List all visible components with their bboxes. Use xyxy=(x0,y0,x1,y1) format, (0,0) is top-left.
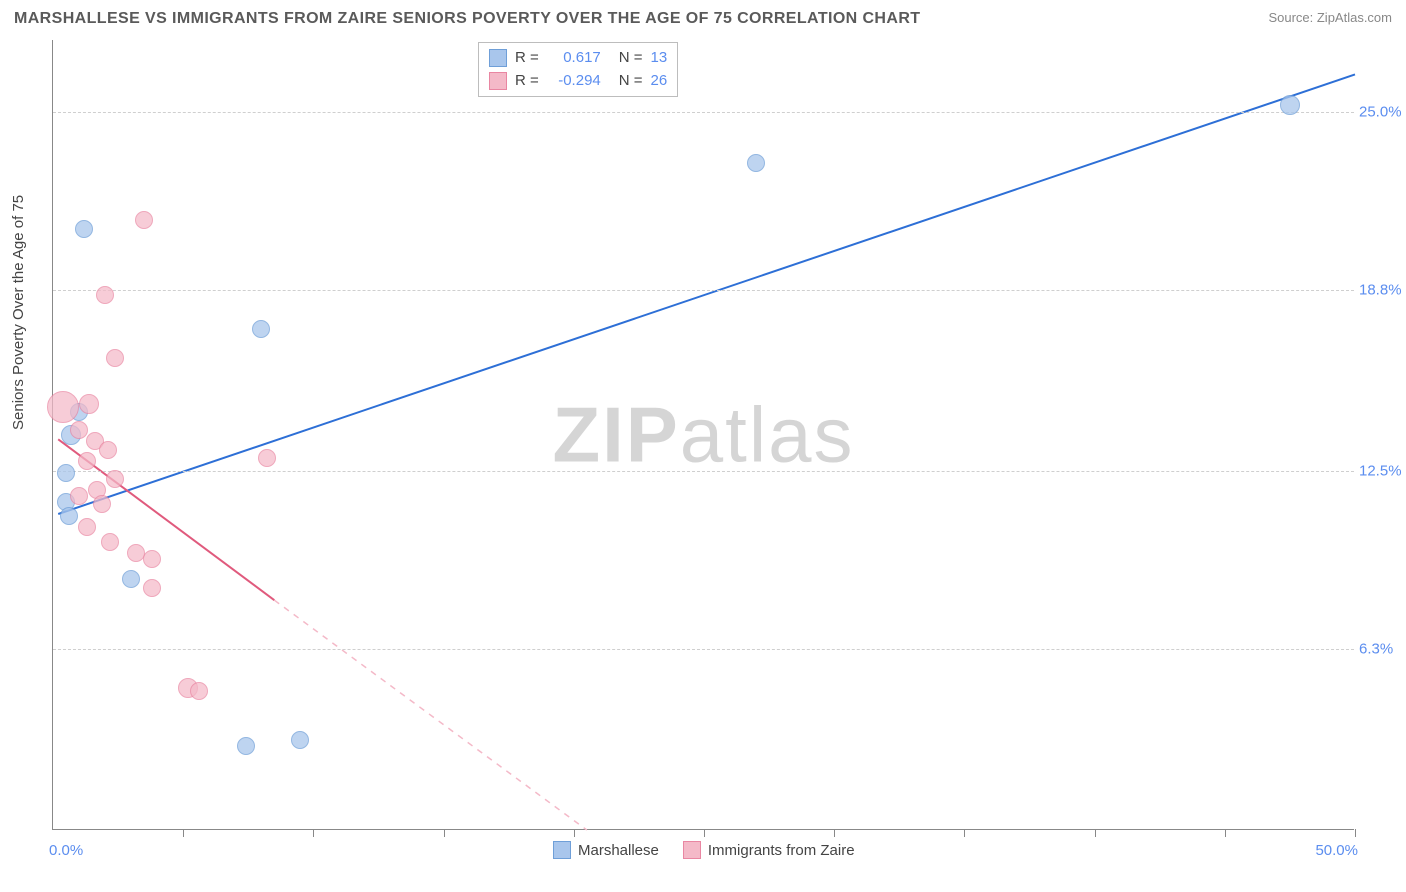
trend-line xyxy=(274,600,586,830)
chart-plot-area: ZIPatlas R =0.617N =13R =-0.294N =26 Mar… xyxy=(52,40,1354,830)
gridline xyxy=(53,471,1354,472)
y-tick-label: 25.0% xyxy=(1359,103,1406,120)
x-tick xyxy=(313,829,314,837)
trend-line xyxy=(58,74,1355,514)
x-tick xyxy=(834,829,835,837)
data-point xyxy=(1280,95,1300,115)
data-point xyxy=(78,518,96,536)
correlation-stats-legend: R = 0.617 N = 13 R = -0.294 N = 26 xyxy=(478,42,678,97)
legend-item: Marshallese xyxy=(553,841,659,859)
chart-title: MARSHALLESE VS IMMIGRANTS FROM ZAIRE SEN… xyxy=(14,10,920,28)
data-point xyxy=(252,320,270,338)
x-tick xyxy=(1225,829,1226,837)
source-attribution: Source: ZipAtlas.com xyxy=(1268,10,1392,25)
data-point xyxy=(135,211,153,229)
data-point xyxy=(190,682,208,700)
data-point xyxy=(237,737,255,755)
stats-row: R = -0.294 N = 26 xyxy=(489,70,667,93)
x-tick xyxy=(964,829,965,837)
data-point xyxy=(106,470,124,488)
gridline xyxy=(53,649,1354,650)
x-tick xyxy=(1095,829,1096,837)
chart-header: MARSHALLESE VS IMMIGRANTS FROM ZAIRE SEN… xyxy=(0,0,1406,40)
legend-swatch xyxy=(489,72,507,90)
x-axis-max-label: 50.0% xyxy=(1315,842,1358,859)
stat-n-label: N = xyxy=(619,47,643,70)
gridline xyxy=(53,290,1354,291)
x-tick xyxy=(444,829,445,837)
legend-item: Immigrants from Zaire xyxy=(683,841,855,859)
stats-row: R = 0.617 N = 13 xyxy=(489,47,667,70)
source-link[interactable]: ZipAtlas.com xyxy=(1317,10,1392,25)
data-point xyxy=(70,487,88,505)
stat-r-value: 0.617 xyxy=(547,47,601,70)
legend-swatch xyxy=(553,841,571,859)
x-tick xyxy=(1355,829,1356,837)
data-point xyxy=(143,550,161,568)
data-point xyxy=(60,507,78,525)
data-point xyxy=(93,495,111,513)
data-point xyxy=(75,220,93,238)
stat-r-label: R = xyxy=(515,70,539,93)
data-point xyxy=(96,286,114,304)
source-prefix: Source: xyxy=(1268,10,1316,25)
stat-n-value: 26 xyxy=(651,70,668,93)
legend-label: Immigrants from Zaire xyxy=(708,842,855,859)
gridline xyxy=(53,112,1354,113)
data-point xyxy=(70,421,88,439)
data-point xyxy=(101,533,119,551)
x-tick xyxy=(574,829,575,837)
x-tick xyxy=(183,829,184,837)
trend-lines-layer xyxy=(53,40,1354,829)
stat-n-label: N = xyxy=(619,70,643,93)
legend-swatch xyxy=(683,841,701,859)
x-tick xyxy=(704,829,705,837)
data-point xyxy=(143,579,161,597)
data-point xyxy=(122,570,140,588)
data-point xyxy=(258,449,276,467)
data-point xyxy=(79,394,99,414)
stat-r-value: -0.294 xyxy=(547,70,601,93)
data-point xyxy=(99,441,117,459)
series-legend: Marshallese Immigrants from Zaire xyxy=(553,841,855,859)
data-point xyxy=(106,349,124,367)
y-tick-label: 12.5% xyxy=(1359,462,1406,479)
y-tick-label: 6.3% xyxy=(1359,641,1406,658)
data-point xyxy=(291,731,309,749)
y-axis-label: Seniors Poverty Over the Age of 75 xyxy=(10,195,27,430)
data-point xyxy=(47,391,79,423)
data-point xyxy=(747,154,765,172)
stat-n-value: 13 xyxy=(651,47,668,70)
legend-swatch xyxy=(489,49,507,67)
data-point xyxy=(57,464,75,482)
legend-label: Marshallese xyxy=(578,842,659,859)
y-tick-label: 18.8% xyxy=(1359,281,1406,298)
stat-r-label: R = xyxy=(515,47,539,70)
x-axis-min-label: 0.0% xyxy=(49,842,83,859)
data-point xyxy=(78,452,96,470)
